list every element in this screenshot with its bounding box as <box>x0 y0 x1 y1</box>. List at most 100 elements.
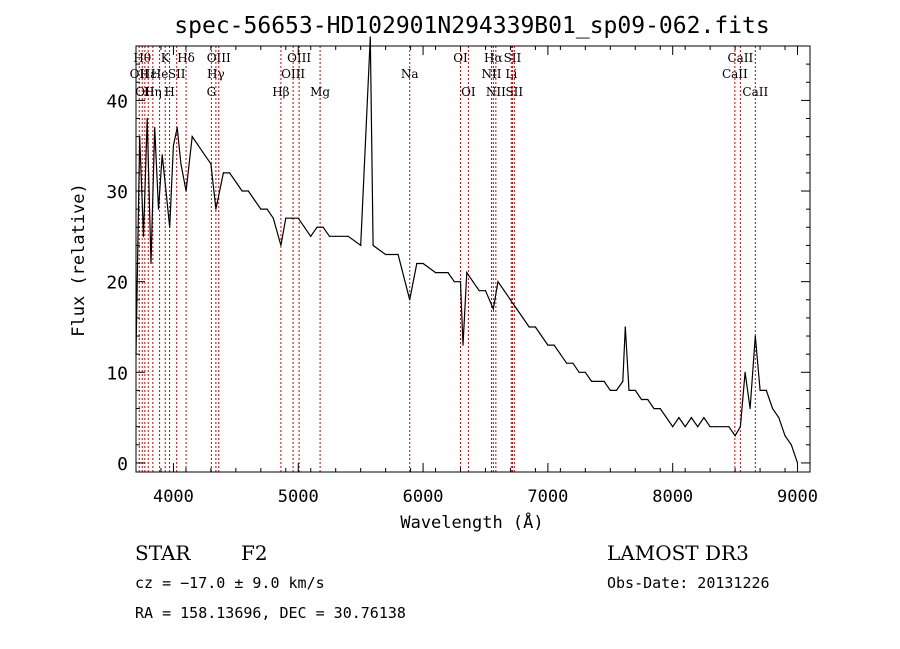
flux-point-67 <box>559 353 561 355</box>
flux-point-106 <box>790 444 792 446</box>
line-label-6: K <box>161 51 171 65</box>
flux-point-66 <box>553 344 555 346</box>
line-label-23: Li <box>505 67 517 81</box>
flux-point-52 <box>466 271 468 274</box>
flux-point-99 <box>749 407 751 410</box>
line-label-0: OII <box>130 67 150 81</box>
flux-point-13 <box>185 190 187 192</box>
survey-name: LAMOST DR3 <box>607 541 749 565</box>
line-label-2: OII <box>135 85 155 99</box>
flux-point-12 <box>180 163 182 165</box>
flux-point-80 <box>634 389 636 392</box>
line-label-20: NII <box>481 67 501 81</box>
flux-point-11 <box>176 126 178 129</box>
flux-point-53 <box>472 281 474 283</box>
flux-point-70 <box>578 371 580 373</box>
chart-title: spec-56653-HD102901N294339B01_sp09-062.f… <box>174 13 769 39</box>
flux-point-87 <box>678 417 680 419</box>
line-label-10: G <box>207 85 217 99</box>
flux-point-20 <box>229 172 231 174</box>
line-label-1: Hθ <box>133 51 151 65</box>
line-label-22: NII <box>486 85 506 99</box>
flux-point-30 <box>291 217 293 219</box>
flux-point-71 <box>584 371 586 373</box>
flux-point-26 <box>266 208 268 210</box>
flux-point-74 <box>603 380 605 382</box>
flux-point-49 <box>453 281 455 283</box>
flux-point-27 <box>272 217 274 219</box>
flux-point-60 <box>516 308 518 310</box>
flux-point-10 <box>172 145 175 147</box>
flux-point-86 <box>672 426 674 428</box>
flux-point-56 <box>492 308 494 310</box>
line-label-18: OI <box>453 51 468 65</box>
line-label-14: OIII <box>281 67 305 81</box>
flux-point-28 <box>280 244 282 247</box>
y-tick-label-4: 40 <box>106 91 128 112</box>
flux-point-39 <box>360 244 362 247</box>
flux-point-73 <box>597 380 599 382</box>
x-tick-label-4: 8000 <box>652 487 693 507</box>
object-class: STAR <box>135 541 191 565</box>
flux-point-85 <box>665 417 668 419</box>
flux-point-16 <box>204 154 206 156</box>
flux-point-81 <box>640 398 643 401</box>
flux-point-55 <box>484 290 487 292</box>
flux-point-79 <box>628 389 630 392</box>
flux-point-75 <box>609 389 611 392</box>
line-label-28: CaII <box>742 85 768 99</box>
flux-point-3 <box>146 117 148 120</box>
flux-point-48 <box>447 271 449 274</box>
flux-line <box>135 36 799 464</box>
flux-point-104 <box>778 417 780 419</box>
flux-point-76 <box>615 389 618 392</box>
y-tick-label-2: 20 <box>106 273 128 294</box>
flux-point-19 <box>222 172 224 174</box>
flux-point-32 <box>303 226 306 228</box>
flux-point-21 <box>235 181 237 183</box>
flux-point-4 <box>150 262 152 265</box>
x-tick-label-2: 6000 <box>403 487 444 507</box>
y-tick-label-1: 10 <box>106 363 128 384</box>
flux-point-40 <box>369 36 371 38</box>
flux-point-62 <box>528 326 530 328</box>
flux-point-47 <box>434 271 437 274</box>
coordinates-readout: RA = 158.13696, DEC = 30.76138 <box>135 604 406 622</box>
flux-series <box>135 36 799 464</box>
y-tick-label-0: 0 <box>117 454 128 475</box>
line-label-11: Hγ <box>207 67 225 81</box>
flux-point-96 <box>734 435 736 437</box>
flux-point-33 <box>310 235 312 237</box>
flux-point-93 <box>715 426 717 428</box>
flux-point-34 <box>316 226 318 228</box>
flux-point-90 <box>697 426 699 428</box>
plot-frame <box>135 45 811 473</box>
line-label-19: OI <box>461 85 476 99</box>
flux-point-35 <box>322 226 324 228</box>
flux-point-77 <box>622 380 624 382</box>
flux-point-63 <box>534 326 537 328</box>
y-tick-label-3: 30 <box>106 182 128 203</box>
flux-point-24 <box>253 199 256 201</box>
flux-point-36 <box>328 235 331 237</box>
flux-point-102 <box>765 389 767 392</box>
flux-point-88 <box>684 426 686 428</box>
line-label-12: OIII <box>207 51 231 65</box>
y-axis-label: Flux (relative) <box>69 183 89 337</box>
y-axis: 0 10 20 30 40 <box>106 45 810 475</box>
flux-point-14 <box>191 136 193 138</box>
flux-point-92 <box>709 426 711 428</box>
flux-point-68 <box>566 362 568 364</box>
x-axis-label: Wavelength (Å) <box>400 511 543 533</box>
x-axis: 4000 5000 6000 7000 8000 9000 <box>135 46 818 507</box>
observation-date: Obs-Date: 20131226 <box>607 574 770 592</box>
flux-point-101 <box>759 389 761 392</box>
flux-point-22 <box>241 190 243 192</box>
line-label-13: Hβ <box>272 85 289 99</box>
line-label-26: CaII <box>722 67 748 81</box>
line-label-8: SII <box>168 67 186 81</box>
flux-point-18 <box>215 208 217 210</box>
spectral-line-labels: OIIHθOIIHεHηHeKHSIIHδGHγOIIIHβOIIIOIIIMg… <box>130 51 769 99</box>
x-tick-label-3: 7000 <box>527 487 568 507</box>
